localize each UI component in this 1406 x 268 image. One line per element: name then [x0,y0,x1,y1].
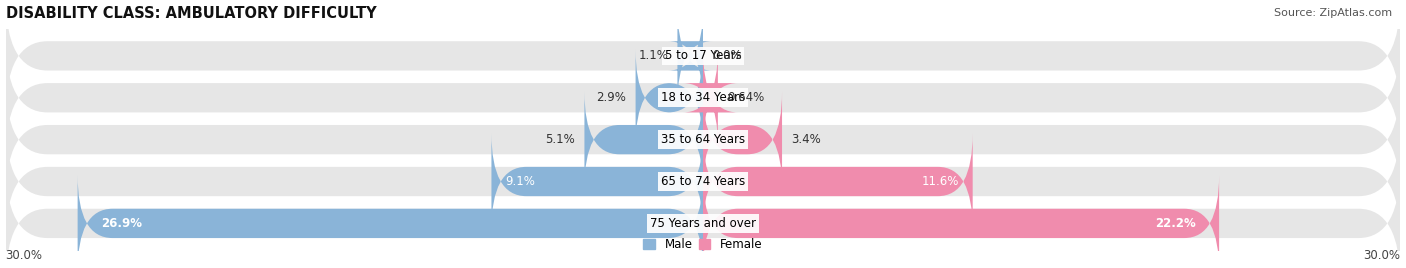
Text: 22.2%: 22.2% [1156,217,1197,230]
FancyBboxPatch shape [585,91,703,188]
FancyBboxPatch shape [703,175,1219,268]
FancyBboxPatch shape [6,163,1400,268]
FancyBboxPatch shape [636,50,703,146]
Text: 2.9%: 2.9% [596,91,626,104]
Text: 35 to 64 Years: 35 to 64 Years [661,133,745,146]
FancyBboxPatch shape [492,133,703,230]
Text: 30.0%: 30.0% [1364,249,1400,262]
FancyBboxPatch shape [6,79,1400,200]
Text: 3.4%: 3.4% [792,133,821,146]
Legend: Male, Female: Male, Female [638,233,768,256]
Text: Source: ZipAtlas.com: Source: ZipAtlas.com [1274,8,1392,18]
FancyBboxPatch shape [703,133,973,230]
Text: 18 to 34 Years: 18 to 34 Years [661,91,745,104]
FancyBboxPatch shape [703,91,782,188]
FancyBboxPatch shape [6,121,1400,242]
FancyBboxPatch shape [683,50,738,146]
FancyBboxPatch shape [6,0,1400,117]
Text: 65 to 74 Years: 65 to 74 Years [661,175,745,188]
FancyBboxPatch shape [77,175,703,268]
Text: 75 Years and over: 75 Years and over [650,217,756,230]
Text: 5 to 17 Years: 5 to 17 Years [665,49,741,62]
Text: 9.1%: 9.1% [505,175,536,188]
Text: 11.6%: 11.6% [921,175,959,188]
Text: 1.1%: 1.1% [638,49,668,62]
FancyBboxPatch shape [668,8,713,104]
FancyBboxPatch shape [6,37,1400,158]
Text: 5.1%: 5.1% [546,133,575,146]
Text: 26.9%: 26.9% [101,217,142,230]
Text: 30.0%: 30.0% [6,249,42,262]
Text: DISABILITY CLASS: AMBULATORY DIFFICULTY: DISABILITY CLASS: AMBULATORY DIFFICULTY [6,6,377,21]
Text: 0.0%: 0.0% [713,49,742,62]
Text: 0.64%: 0.64% [727,91,765,104]
